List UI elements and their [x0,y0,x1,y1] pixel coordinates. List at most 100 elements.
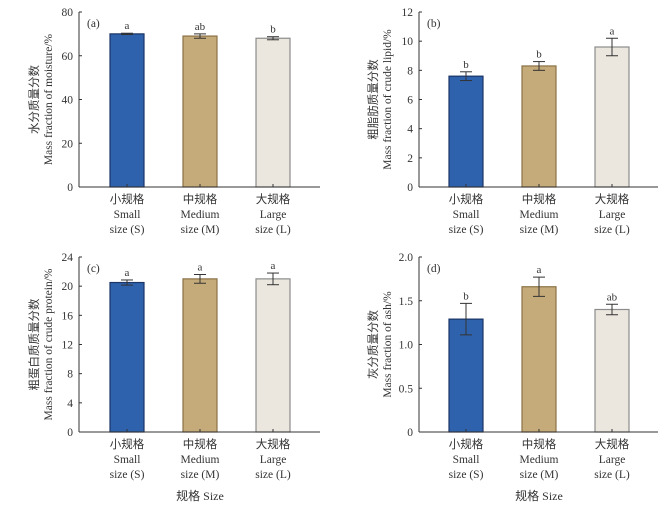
error-bar-S [460,71,472,82]
panel-label: (a) [87,18,100,30]
y-tick-label: 0 [407,427,413,439]
x-tick-label: 大规格 [595,437,630,451]
y-axis-label-cn: 灰分质量分数 [366,310,380,379]
x-tick-label: size (L) [594,224,630,236]
x-axis-label: 规格 Size [176,488,224,503]
x-tick-label: size (M) [181,224,220,236]
y-tick-label: 24 [62,252,74,264]
bar-L [255,278,291,433]
x-tick-label: Small [114,454,141,466]
bar-M [182,278,218,433]
x-tick-label: size (M) [181,469,220,481]
error-bar-L [606,37,618,57]
y-axis-label-cn: 粗蛋白质质量分数 [27,298,41,390]
significance-letter: ab [195,21,206,33]
y-tick-label: 60 [62,51,74,63]
x-tick-label: size (M) [520,224,559,236]
panel-label: (c) [87,263,100,275]
x-tick-label: Medium [181,209,220,221]
x-tick-label: 大规格 [595,192,630,206]
significance-letter: a [271,260,276,272]
x-tick-label: 中规格 [183,192,218,206]
error-bar-M [194,33,206,39]
y-axis-label-en: Mass fraction of moisture/% [43,33,55,165]
x-tick-label: Large [599,454,626,466]
x-tick-label: size (S) [449,224,484,236]
error-bar-M [533,61,545,71]
error-bar-L [267,36,279,41]
y-tick-label: 4 [407,124,413,136]
x-tick-label: Large [260,454,287,466]
y-tick-label: 40 [62,95,74,107]
x-tick-label: 小规格 [449,192,484,206]
significance-letter: b [463,290,469,302]
x-tick-label: 大规格 [256,437,291,451]
x-tick-label: Large [599,209,626,221]
y-axis-label-en: Mass fraction of ash/% [382,291,394,398]
y-tick-label: 0 [407,182,413,194]
significance-letter: a [125,20,130,32]
error-bar-S [460,302,472,336]
y-tick-label: 20 [62,138,74,150]
error-bar-L [267,272,279,286]
error-bar-M [194,274,206,284]
x-tick-label: 小规格 [110,437,145,451]
y-axis-label-cn: 水分质量分数 [27,65,41,134]
significance-letter: ab [607,291,618,303]
x-tick-label: 中规格 [522,437,557,451]
x-tick-label: Medium [520,454,559,466]
bar-S [448,75,484,188]
x-tick-label: Small [453,454,480,466]
y-tick-label: 4 [67,398,73,410]
x-tick-label: size (L) [255,469,291,481]
x-tick-label: size (L) [255,224,291,236]
error-bar-S [121,32,133,36]
x-tick-label: 小规格 [449,437,484,451]
y-axis-label-cn: 粗脂肪质量分数 [366,59,380,140]
error-bar-L [606,303,618,316]
bar-S [109,281,145,433]
y-tick-label: 0 [67,427,73,439]
bar-L [255,37,291,188]
significance-letter: a [198,262,203,274]
y-axis-label-en: Mass fraction of crude protein/% [43,268,55,420]
panel-b: b 小规格 Small size (S) b 中规格 Medium size (M) a 大规格 L… [366,7,658,236]
y-tick-label: 16 [62,310,74,322]
x-tick-label: size (S) [110,224,145,236]
y-tick-label: 8 [67,369,73,381]
x-tick-label: Small [114,209,141,221]
y-axis-label-en: Mass fraction of crude lipid/% [382,29,394,170]
y-tick-label: 8 [407,65,413,77]
significance-letter: a [125,267,130,279]
y-tick-label: 2.0 [399,252,414,264]
bar-S [109,33,145,188]
significance-letter: b [536,49,542,61]
x-tick-label: size (M) [520,469,559,481]
x-tick-label: Medium [520,209,559,221]
bar-S [448,318,484,433]
y-tick-label: 6 [407,95,413,107]
y-tick-label: 12 [62,340,74,352]
bar-M [182,35,218,188]
bar-M [521,286,557,433]
x-tick-label: size (S) [110,469,145,481]
bar-M [521,65,557,188]
y-tick-label: 20 [62,281,74,293]
y-tick-label: 1.5 [399,296,414,308]
x-tick-label: 大规格 [256,192,291,206]
x-tick-label: Small [453,209,480,221]
error-bar-S [121,279,133,286]
error-bar-M [533,276,545,297]
significance-letter: b [270,24,276,36]
bar-L [594,308,630,433]
x-tick-label: 中规格 [522,192,557,206]
x-tick-label: size (S) [449,469,484,481]
significance-letter: a [610,25,615,37]
y-tick-label: 0.5 [399,383,414,395]
x-tick-label: size (L) [594,469,630,481]
panel-d: b 小规格 Small size (S) a 中规格 Medium size (M) ab 大规格… [366,252,658,503]
panel-a: a 小规格 Small size (S) ab 中规格 Medium size (M) b 大规格… [27,7,320,236]
y-tick-label: 12 [402,7,414,19]
x-tick-label: Large [260,209,287,221]
